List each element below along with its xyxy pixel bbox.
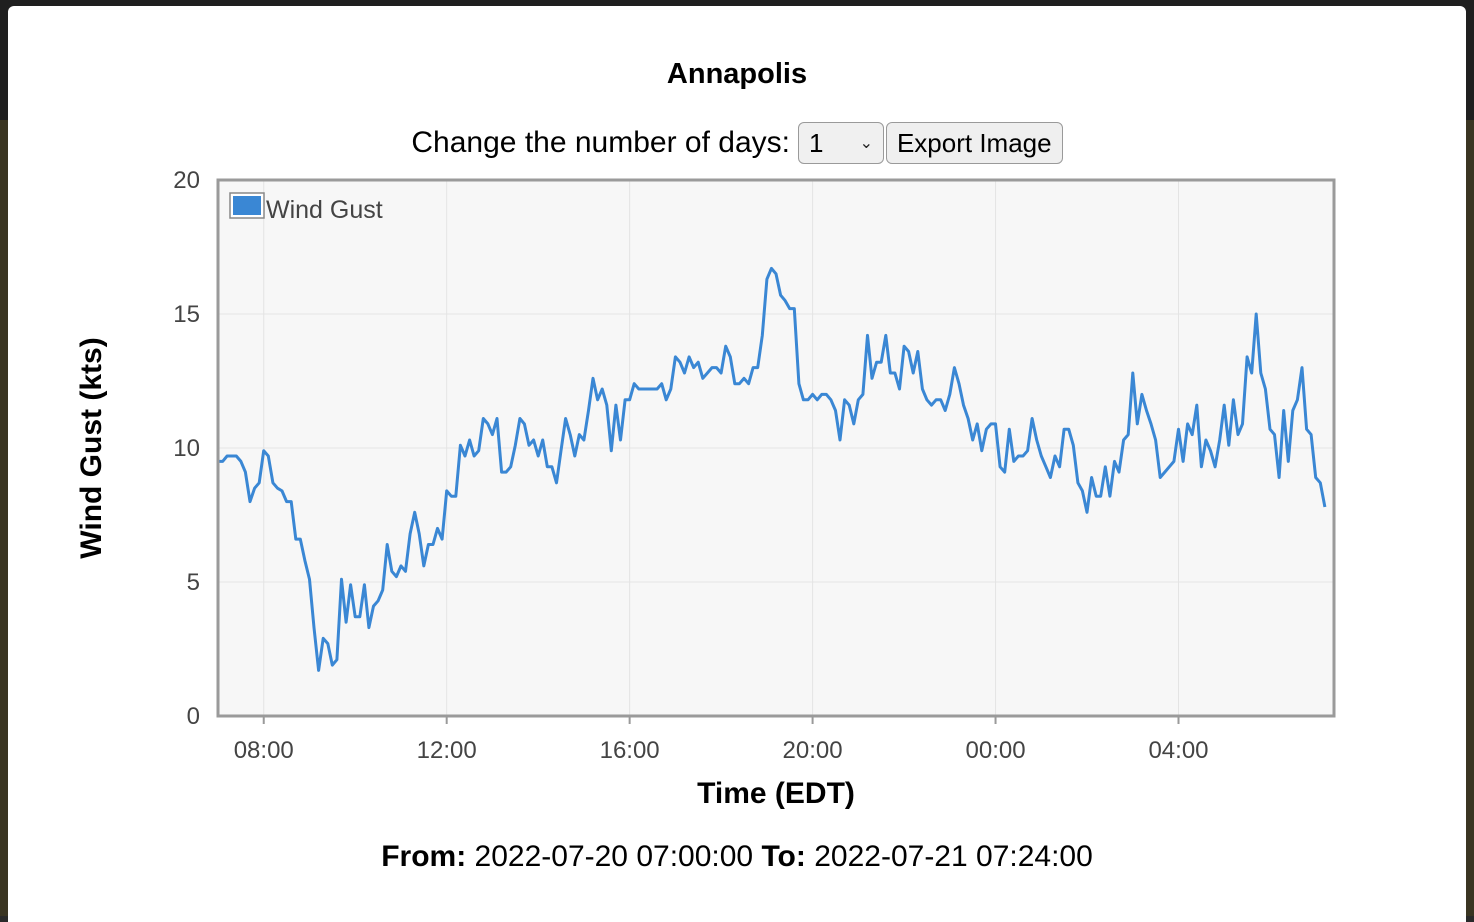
- export-image-button[interactable]: Export Image: [885, 122, 1063, 164]
- days-select-value: 1: [808, 127, 824, 158]
- y-tick-label: 15: [173, 301, 200, 328]
- plot-border: [216, 178, 1336, 718]
- x-tick-label: 08:00: [234, 737, 294, 764]
- x-tick-label: 00:00: [966, 737, 1026, 764]
- x-tick-label: 16:00: [600, 737, 660, 764]
- y-tick-label: 5: [187, 569, 200, 596]
- chart-modal: Annapolis Change the number of days: 1 ⌄…: [8, 6, 1466, 922]
- from-label: From:: [381, 840, 467, 873]
- wind-gust-line: [218, 266, 1327, 672]
- x-tick-label: 12:00: [417, 737, 477, 764]
- legend-swatch: [233, 196, 261, 215]
- days-controls: Change the number of days: 1 ⌄ Export Im…: [8, 122, 1466, 164]
- to-value: 2022-07-21 07:24:00: [814, 840, 1093, 873]
- y-axis-label: Wind Gust (kts): [75, 337, 108, 558]
- wind-gust-chart: 0 5 10 15 20 08:00 12:00 16:00 20:00 00:00 04:00 Wi…: [75, 167, 1336, 810]
- days-label: Change the number of days:: [411, 126, 790, 159]
- chevron-down-icon: ⌄: [859, 135, 873, 152]
- x-tick-label: 04:00: [1148, 737, 1208, 764]
- days-select[interactable]: 1 ⌄: [797, 122, 884, 164]
- x-axis-label: Time (EDT): [697, 777, 855, 810]
- x-tick-label: 20:00: [783, 737, 843, 764]
- from-value: 2022-07-20 07:00:00: [474, 840, 754, 873]
- date-range: From: 2022-07-20 07:00:00 To: 2022-07-21…: [8, 840, 1466, 874]
- chart-title: Annapolis: [666, 58, 808, 90]
- to-label: To:: [761, 840, 806, 873]
- y-tick-label: 20: [173, 167, 200, 194]
- legend-label: Wind Gust: [266, 196, 383, 224]
- y-tick-label: 0: [187, 703, 200, 730]
- y-tick-label: 10: [173, 435, 200, 462]
